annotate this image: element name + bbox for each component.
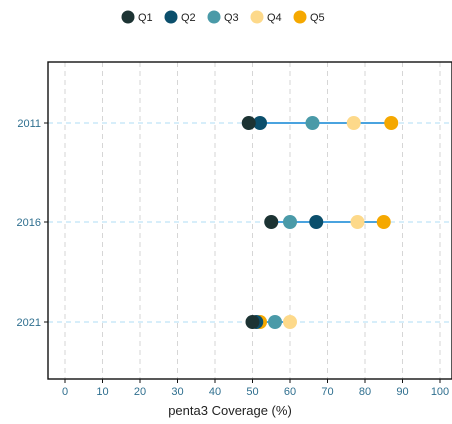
point-q1-2021 (245, 315, 260, 329)
x-tick-label-9: 90 (396, 386, 408, 398)
plot-area (47, 61, 452, 380)
point-q1-2011 (241, 116, 256, 130)
x-tick-label-7: 70 (321, 386, 333, 398)
plot-background (48, 62, 452, 379)
legend-marker-q1 (121, 10, 135, 24)
point-q2-2011 (253, 116, 267, 130)
x-tick-label-8: 80 (359, 386, 371, 398)
legend-marker-q2 (164, 10, 178, 24)
x-tick-label-4: 40 (209, 386, 221, 398)
x-tick-label-10: 100 (431, 386, 449, 398)
point-q5-2011 (384, 116, 399, 130)
y-axis: 2011 2016 2021 (17, 118, 48, 329)
legend-label-q3: Q3 (224, 12, 239, 24)
legend-label-q5: Q5 (310, 12, 325, 24)
y-tick-label-2011: 2011 (17, 118, 41, 130)
point-q3-2011 (305, 116, 320, 130)
x-axis: 0 10 20 30 40 50 60 70 80 90 100 (62, 379, 449, 398)
point-q4-2011 (346, 116, 361, 130)
legend-label-q1: Q1 (138, 12, 153, 24)
point-q4-2021 (283, 315, 297, 329)
x-tick-label-5: 50 (246, 386, 258, 398)
legend-label-q2: Q2 (181, 12, 196, 24)
point-q4-2016 (350, 215, 365, 229)
x-tick-label-2: 20 (134, 386, 146, 398)
chart-legend: Q1 Q2 Q3 Q4 Q5 (121, 10, 325, 24)
x-tick-label-6: 60 (284, 386, 296, 398)
data-points (241, 116, 399, 329)
x-tick-label-3: 30 (171, 386, 183, 398)
y-tick-label-2016: 2016 (17, 217, 41, 229)
x-tick-label-0: 0 (62, 386, 68, 398)
point-q3-2016 (283, 215, 297, 229)
point-q1-2016 (264, 215, 279, 229)
y-tick-label-2021: 2021 (17, 317, 41, 329)
x-tick-label-1: 10 (96, 386, 108, 398)
legend-marker-q3 (207, 10, 221, 24)
legend-label-q4: Q4 (267, 12, 282, 24)
legend-marker-q5 (293, 10, 307, 24)
point-q5-2016 (376, 215, 391, 229)
point-q2-2016 (309, 215, 324, 229)
x-axis-title: penta3 Coverage (%) (168, 403, 292, 418)
plot-frame (47, 61, 452, 380)
legend-marker-q4 (250, 10, 264, 24)
point-q3-2021 (268, 315, 282, 329)
